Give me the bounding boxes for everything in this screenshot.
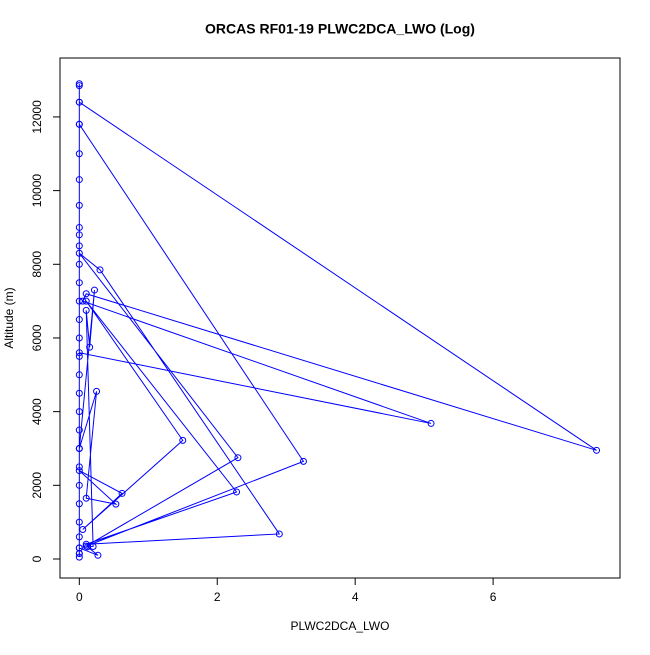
data-point <box>75 467 83 475</box>
data-point <box>90 286 98 294</box>
data-point <box>75 426 83 434</box>
y-tick-label: 4000 <box>30 398 44 425</box>
x-tick-label: 6 <box>490 590 497 604</box>
data-point <box>96 266 104 274</box>
data-point <box>179 436 187 444</box>
data-point <box>234 454 242 462</box>
data-point <box>299 457 307 465</box>
data-point <box>82 297 90 305</box>
y-tick-label: 0 <box>30 555 44 562</box>
data-point <box>86 343 94 351</box>
data-point <box>75 352 83 360</box>
data-point <box>75 279 83 287</box>
data-point <box>275 530 283 538</box>
data-point <box>233 488 241 496</box>
data-point <box>75 80 83 88</box>
data-point <box>75 242 83 250</box>
data-point <box>75 481 83 489</box>
data-point <box>75 553 83 561</box>
data-point <box>93 387 101 395</box>
data-point <box>593 446 601 454</box>
data-point <box>75 371 83 379</box>
data-line <box>78 83 597 558</box>
data-point <box>79 526 87 534</box>
data-point <box>75 260 83 268</box>
data-point <box>94 551 102 559</box>
data-point <box>118 489 126 497</box>
data-point <box>75 549 83 557</box>
data-point <box>75 82 83 90</box>
data-point <box>75 444 83 452</box>
data-point <box>75 334 83 342</box>
data-point <box>75 500 83 508</box>
data-point <box>82 306 90 314</box>
data-point <box>75 249 83 257</box>
data-point <box>75 408 83 416</box>
data-point <box>427 419 435 427</box>
data-point <box>75 349 83 357</box>
data-point <box>75 176 83 184</box>
y-tick-label: 2000 <box>30 472 44 499</box>
y-axis-label: Altitude (m) <box>2 287 16 348</box>
data-point <box>75 518 83 526</box>
data-point <box>75 463 83 471</box>
data-point <box>79 297 87 305</box>
y-tick-label: 6000 <box>30 324 44 351</box>
data-point <box>75 120 83 128</box>
x-tick-label: 0 <box>76 590 83 604</box>
y-tick-label: 10000 <box>30 174 44 208</box>
data-point <box>75 316 83 324</box>
chart-title: ORCAS RF01-19 PLWC2DCA_LWO (Log) <box>205 21 475 37</box>
data-point <box>82 290 90 298</box>
data-point <box>75 231 83 239</box>
data-point <box>84 543 92 551</box>
x-axis-label: PLWC2DCA_LWO <box>291 619 390 633</box>
data-point <box>75 223 83 231</box>
y-tick-label: 12000 <box>30 100 44 134</box>
data-point <box>75 389 83 397</box>
data-point <box>75 533 83 541</box>
data-point <box>75 201 83 209</box>
x-tick-label: 4 <box>352 590 359 604</box>
plot-box <box>59 57 621 579</box>
data-point <box>75 150 83 158</box>
data-point <box>75 98 83 106</box>
y-tick-label: 8000 <box>30 251 44 278</box>
data-point <box>75 297 83 305</box>
x-tick-label: 2 <box>214 590 221 604</box>
data-point <box>82 494 90 502</box>
data-point <box>112 500 120 508</box>
